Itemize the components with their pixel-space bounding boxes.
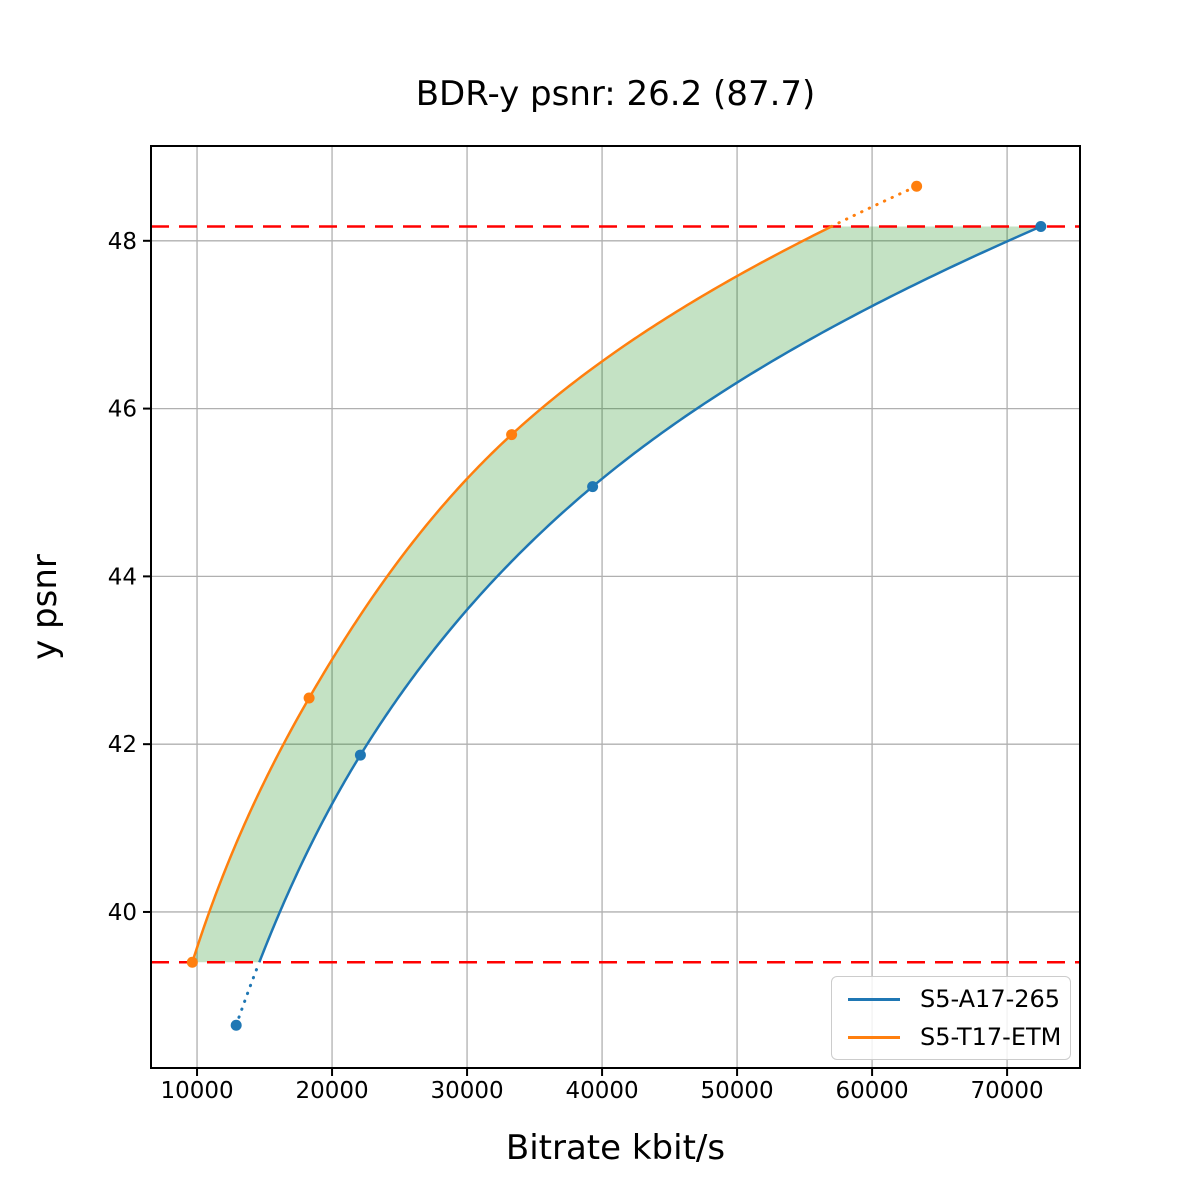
- data-point-marker-s5-t17-etm: [303, 692, 315, 704]
- data-point-marker-s5-a17-265: [354, 749, 366, 761]
- shaded-region: [192, 226, 1041, 963]
- y-tick-label: 46: [108, 397, 137, 423]
- legend-line-swatch-orange: [848, 1035, 900, 1039]
- data-point-marker-s5-a17-265: [587, 481, 599, 493]
- y-tick-label: 44: [108, 564, 137, 590]
- x-tick-label: 40000: [565, 1078, 638, 1104]
- legend-label: S5-A17-265: [920, 985, 1061, 1013]
- x-tick-label: 60000: [835, 1078, 908, 1104]
- legend-item-s5-a17-265: S5-A17-265: [842, 985, 1060, 1013]
- legend: S5-A17-265 S5-T17-ETM: [831, 976, 1071, 1060]
- x-tick-label: 20000: [295, 1078, 368, 1104]
- data-point-marker-s5-t17-etm: [911, 180, 923, 192]
- x-tick-label: 70000: [971, 1078, 1044, 1104]
- data-point-marker-s5-a17-265: [230, 1019, 242, 1031]
- data-point-marker-s5-t17-etm: [506, 429, 518, 441]
- data-point-marker-s5-a17-265: [1035, 221, 1047, 233]
- series-curve-dotted-s5-a17-265: [234, 960, 261, 1027]
- plot-border: [150, 145, 1081, 1069]
- chart-title: BDR-y psnr: 26.2 (87.7): [415, 74, 816, 114]
- x-tick-label: 50000: [700, 1078, 773, 1104]
- x-axis-label: Bitrate kbit/s: [505, 1128, 726, 1168]
- y-axis-label: y psnr: [25, 554, 65, 660]
- legend-label: S5-T17-ETM: [920, 1023, 1062, 1051]
- legend-item-s5-t17-etm: S5-T17-ETM: [842, 1023, 1062, 1051]
- series-curve-dotted-s5-t17-etm: [829, 184, 919, 229]
- y-tick-label: 42: [108, 732, 137, 758]
- y-tick-label: 48: [108, 229, 137, 255]
- series-curve-s5-a17-265: [258, 225, 1042, 963]
- y-tick-label: 40: [108, 900, 137, 926]
- legend-line-swatch-blue: [848, 997, 900, 1001]
- x-tick-label: 10000: [160, 1078, 233, 1104]
- series-curve-s5-t17-etm: [191, 225, 832, 963]
- x-tick-label: 30000: [430, 1078, 503, 1104]
- data-point-marker-s5-t17-etm: [186, 956, 198, 968]
